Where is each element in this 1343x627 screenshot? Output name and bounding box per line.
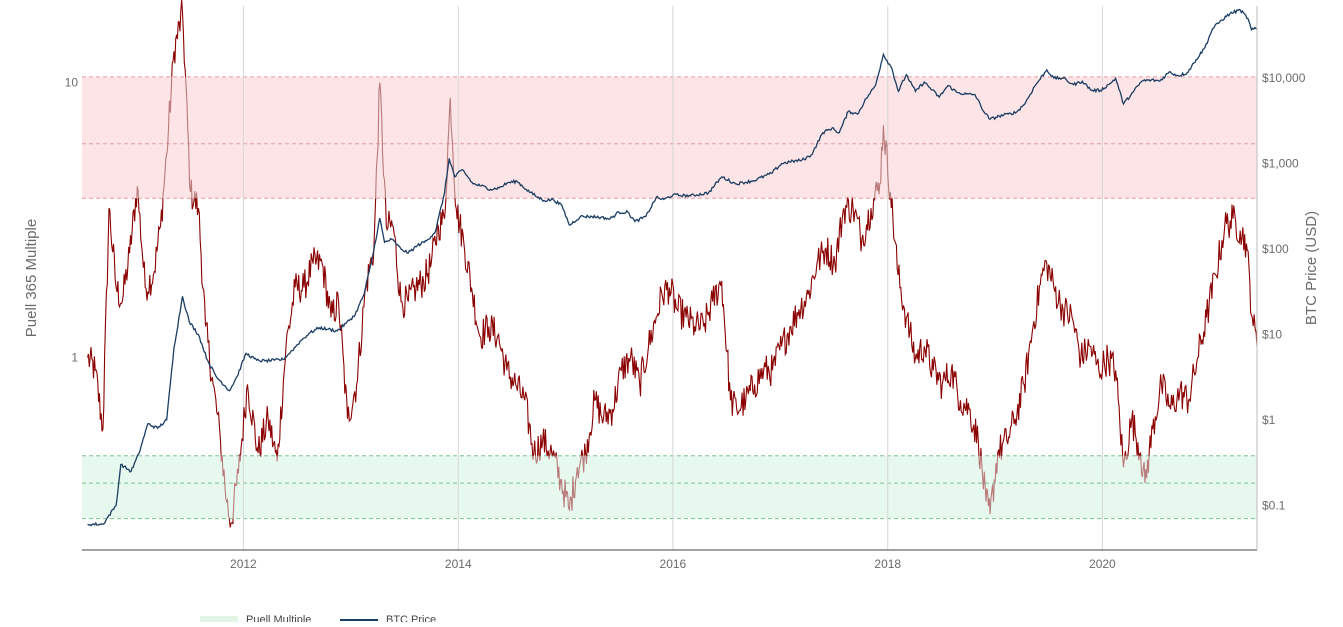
x-tick-label: 2018 <box>874 557 901 571</box>
band-layer <box>82 76 1257 520</box>
y-left-tick-label: 10 <box>65 76 79 90</box>
y-right-axis-title: BTC Price (USD) <box>1303 211 1320 325</box>
y-right-tick-label: $1 <box>1262 413 1276 427</box>
x-tick-label: 2016 <box>660 557 687 571</box>
y-left-axis-title: Puell 365 Multiple <box>23 219 40 337</box>
x-tick-label: 2020 <box>1089 557 1116 571</box>
x-tick-label: 2014 <box>445 557 472 571</box>
legend-swatch-puell <box>200 616 238 622</box>
axes-layer: 2012 2014 2016 2018 2020 1 10 $0.1 $1 $10 $100 $1,0… <box>23 6 1320 571</box>
overvalued-band <box>82 76 1257 199</box>
x-tick-label: 2012 <box>230 557 257 571</box>
y-right-tick-label: $100 <box>1262 242 1289 256</box>
undervalued-band <box>82 455 1257 519</box>
legend-layer: Puell Multiple BTC Price <box>200 614 436 626</box>
legend-label-puell[interactable]: Puell Multiple <box>246 614 311 626</box>
grid-layer <box>242 6 1103 550</box>
y-right-tick-label: $10,000 <box>1262 71 1306 85</box>
series-layer <box>87 0 1258 528</box>
btc-price-line <box>87 8 1258 527</box>
puell-multiple-line <box>87 0 1257 528</box>
legend-label-btc[interactable]: BTC Price <box>386 614 436 626</box>
y-left-tick-label: 1 <box>71 351 78 365</box>
y-right-tick-label: $10 <box>1262 327 1282 341</box>
y-right-tick-label: $1,000 <box>1262 157 1299 171</box>
y-right-tick-label: $0.1 <box>1262 498 1286 512</box>
